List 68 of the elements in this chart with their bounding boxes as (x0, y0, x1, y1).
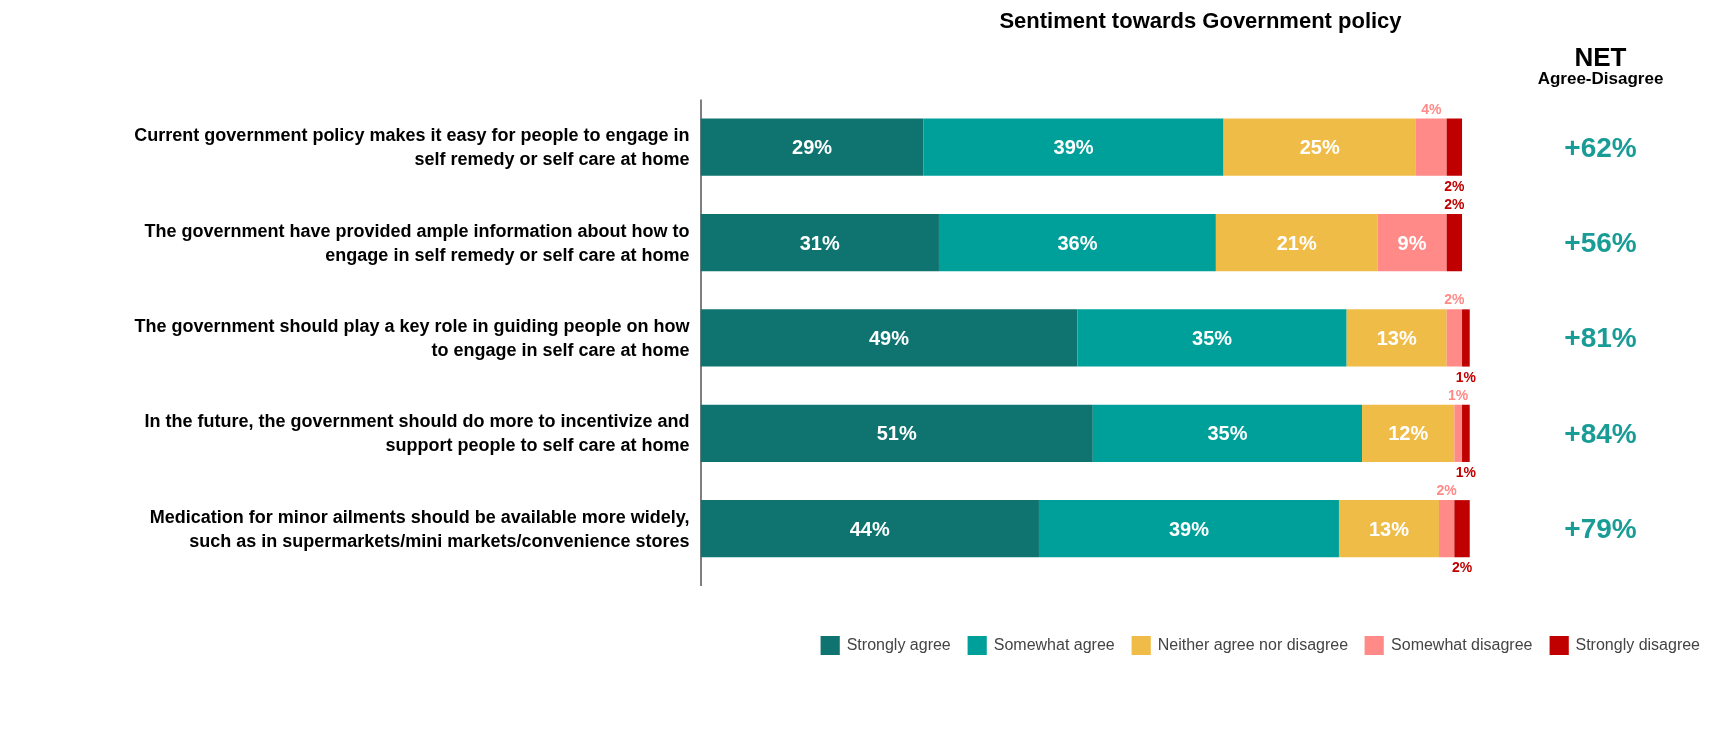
y-tick-label: In the future, the government should do more to incentivize and support people to self care at home (144, 411, 690, 456)
chart-title: Sentiment towards Government policy (999, 7, 1403, 33)
data-label: 31% (799, 231, 840, 254)
bar (1362, 404, 1455, 462)
data-label: 21% (1276, 231, 1317, 254)
bar (700, 404, 1093, 462)
y-tick-label: The government should play a key role in guiding people on how to engage in self care at home (134, 315, 691, 360)
data-label: 1% (1448, 386, 1469, 403)
y-tick-label: Current government policy makes it easy for people to engage in self remedy or self care at home (134, 125, 690, 170)
data-label: 1% (1455, 463, 1477, 480)
legend-label: Somewhat disagree (1391, 636, 1533, 654)
data-label: 2% (1451, 559, 1473, 576)
data-label: 2% (1444, 195, 1466, 212)
bar (1346, 309, 1447, 367)
bar (700, 309, 1078, 367)
data-label: 4% (1421, 100, 1442, 117)
data-label: 29% (792, 136, 833, 159)
y-tick-label: The government have provided ample information about how to engage in self remedy or self care at home (144, 220, 690, 265)
bar (1092, 404, 1363, 462)
bar (938, 213, 1216, 272)
bar (1038, 500, 1339, 558)
text: +84% (1564, 417, 1637, 449)
bar (1338, 500, 1439, 558)
data-label: 13% (1368, 517, 1410, 540)
legend-label: Neither agree nor disagree (1157, 636, 1349, 654)
data-label: 51% (876, 422, 917, 445)
data-label: 2% (1444, 177, 1466, 194)
legend-label: Strongly disagree (1575, 636, 1700, 654)
data-label: 39% (1053, 136, 1094, 159)
data-label: 36% (1057, 231, 1098, 254)
data-label: 2% (1436, 482, 1458, 499)
data-label: 13% (1376, 326, 1417, 349)
text: +81% (1564, 322, 1637, 354)
bar (1462, 309, 1470, 367)
data-label: 49% (868, 326, 910, 349)
bar (1462, 404, 1470, 462)
bar (1446, 213, 1463, 272)
bar (700, 500, 1039, 558)
data-label: 25% (1299, 136, 1340, 159)
bar (923, 118, 1224, 176)
data-label: 12% (1388, 422, 1429, 445)
bar (1077, 309, 1347, 367)
y-tick-label: Medication for minor ailments should be available more widely, such as in supermarkets/mini markets/convenience stores (149, 506, 690, 551)
bar (1215, 213, 1378, 272)
bar (1438, 500, 1455, 558)
data-label: 44% (849, 517, 890, 540)
bar (700, 213, 939, 272)
data-label: 1% (1455, 368, 1477, 385)
text: +62% (1564, 131, 1637, 163)
legend-label: Strongly agree (846, 636, 951, 654)
data-label: 35% (1207, 422, 1248, 445)
text: NET (1574, 41, 1627, 72)
bar (700, 118, 924, 176)
text: +79% (1564, 513, 1637, 545)
bar (1377, 213, 1447, 272)
text: +56% (1564, 227, 1637, 259)
bar (1446, 309, 1463, 367)
bar (1446, 118, 1463, 176)
bar (1454, 500, 1470, 558)
data-label: 35% (1192, 326, 1233, 349)
data-label: 39% (1168, 517, 1210, 540)
legend-label: Somewhat agree (993, 636, 1115, 654)
bar (1454, 404, 1463, 462)
data-label: 2% (1444, 291, 1466, 308)
text: Agree-Disagree (1537, 69, 1664, 89)
bar (1223, 118, 1416, 176)
bar (1415, 118, 1447, 176)
data-label: 9% (1397, 231, 1427, 254)
